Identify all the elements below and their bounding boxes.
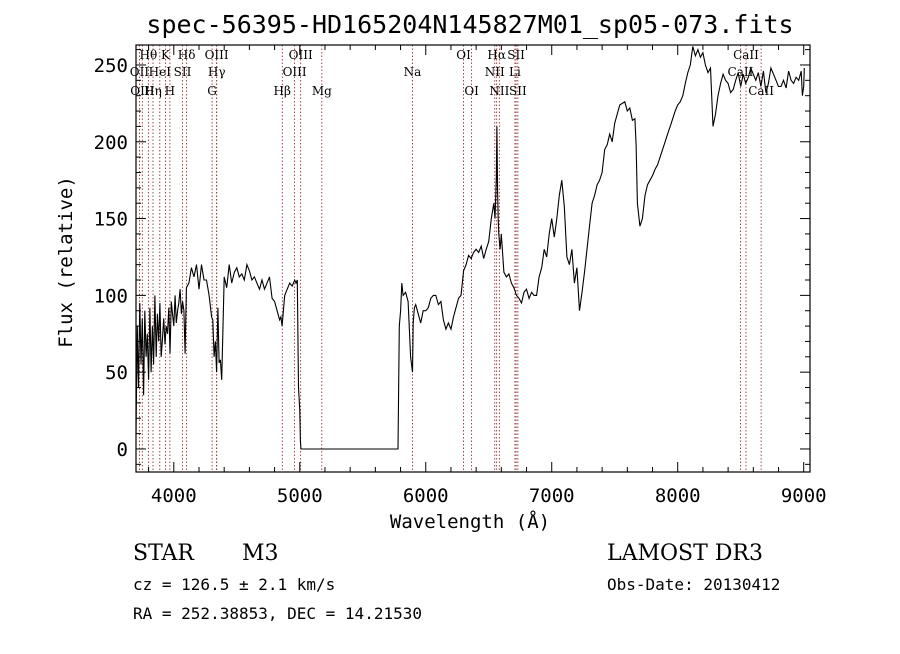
- x-tick-label: 5000: [277, 485, 323, 507]
- line-marker-label: CaII: [728, 65, 754, 79]
- line-marker-label: Hδ: [178, 48, 196, 62]
- line-marker-label: SII: [507, 48, 525, 62]
- line-marker-label: OIII: [283, 65, 307, 79]
- line-marker-label: SII: [509, 84, 527, 98]
- plot-frame: [135, 44, 811, 473]
- line-marker-label: CaII: [733, 48, 759, 62]
- line-marker-label: OIII: [289, 48, 313, 62]
- x-axis-label: Wavelength (Å): [390, 510, 550, 533]
- line-marker-label: OIII: [205, 48, 229, 62]
- y-tick-label: 50: [105, 362, 128, 384]
- class-label: STAR: [133, 541, 195, 566]
- y-axis-ticks: 0 50 100 150 200 250: [94, 49, 810, 465]
- line-marker-label: HeI: [149, 65, 172, 79]
- y-axis-label: Flux (relative): [55, 176, 77, 348]
- redshift-readout: cz = 126.5 ± 2.1 km/s: [133, 575, 335, 594]
- x-tick-label: 7000: [529, 485, 575, 507]
- line-markers: [139, 45, 762, 472]
- line-marker-label: Hα: [487, 48, 506, 62]
- x-tick-label: 6000: [403, 485, 449, 507]
- line-marker-label: Hγ: [208, 65, 226, 79]
- spectrum-line: [135, 46, 805, 450]
- x-tick-label: 8000: [655, 485, 701, 507]
- y-tick-label: 100: [94, 285, 128, 307]
- line-marker-label: NII: [489, 84, 509, 98]
- line-marker-label: G: [207, 84, 217, 98]
- chart-title: spec-56395-HD165204N145827M01_sp05-073.f…: [146, 10, 793, 39]
- obs-date-label: Obs-Date: 20130412: [607, 575, 780, 594]
- line-marker-label: Hη: [144, 84, 162, 98]
- line-marker-label: SII: [174, 65, 192, 79]
- line-marker-label: Hθ: [139, 48, 157, 62]
- line-marker-label: Hβ: [274, 84, 291, 98]
- line-marker-label: K: [161, 48, 171, 62]
- line-marker-label: Mg: [312, 84, 332, 98]
- x-axis-ticks: 4000 5000 6000 7000 8000 9000: [148, 45, 827, 507]
- y-tick-label: 250: [94, 55, 128, 77]
- subclass-label: M3: [242, 541, 279, 566]
- x-tick-label: 9000: [781, 485, 827, 507]
- line-marker-label: Li: [509, 65, 521, 79]
- line-marker-label: OI: [464, 84, 479, 98]
- line-marker-label: NII: [485, 65, 505, 79]
- radec-readout: RA = 252.38853, DEC = 14.21530: [133, 604, 422, 623]
- line-marker-label: Na: [404, 65, 422, 79]
- line-marker-label: H: [165, 84, 175, 98]
- y-tick-label: 0: [117, 439, 128, 461]
- y-tick-label: 200: [94, 132, 128, 154]
- line-marker-label: OI: [456, 48, 471, 62]
- survey-label: LAMOST DR3: [607, 541, 763, 566]
- y-tick-label: 150: [94, 209, 128, 231]
- line-marker-label: OII: [130, 65, 150, 79]
- x-tick-label: 4000: [151, 485, 197, 507]
